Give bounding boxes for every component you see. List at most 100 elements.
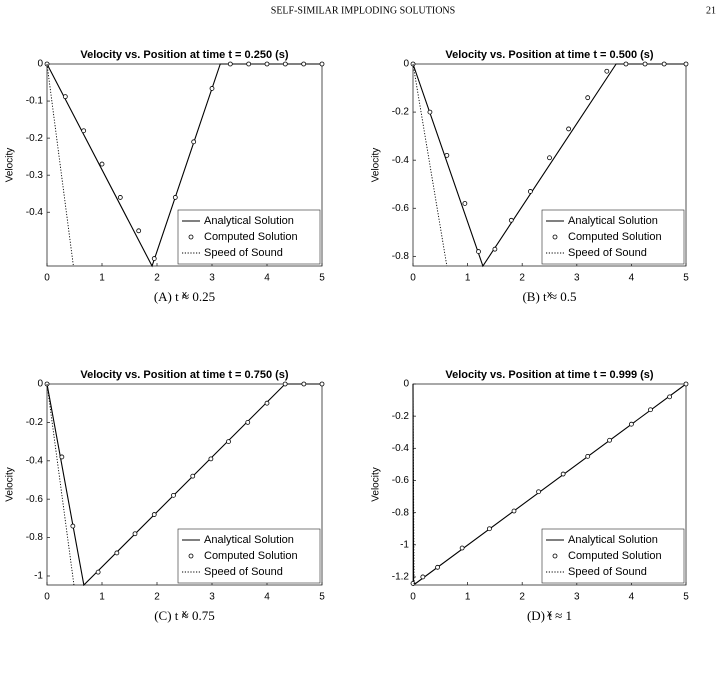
data-point (547, 155, 552, 161)
y-tick-label: -0.4 (26, 207, 44, 218)
x-tick-label: 3 (574, 273, 580, 284)
page-number: 21 (706, 5, 716, 16)
chart-title: Velocity vs. Position at time t = 0.999 … (445, 369, 653, 381)
data-point (420, 574, 426, 580)
legend-label: Analytical Solution (204, 534, 294, 546)
data-point (492, 246, 498, 252)
x-tick-label: 1 (465, 592, 471, 603)
data-point (585, 453, 591, 459)
data-point (282, 61, 288, 67)
legend-swatch (552, 553, 558, 559)
x-axis-label: x (182, 609, 187, 620)
legend: Analytical Solution Computed Solution Spee… (177, 528, 321, 584)
data-point (667, 394, 673, 400)
x-tick-label: 2 (519, 592, 525, 603)
y-tick-label: -1 (34, 571, 43, 582)
data-point (282, 381, 288, 387)
data-point (264, 400, 270, 406)
caption: (A) t ≈ 0.25 (154, 289, 215, 304)
y-tick-label: -0.6 (26, 494, 44, 505)
data-point (114, 550, 120, 556)
data-point (487, 526, 492, 532)
legend-box (541, 209, 685, 265)
data-point (132, 531, 138, 537)
data-point (245, 419, 251, 425)
y-tick-label: 0 (403, 59, 409, 70)
x-tick-label: 4 (629, 592, 635, 603)
legend-swatch (552, 234, 558, 240)
data-point (683, 381, 689, 387)
chart-title: Velocity vs. Position at time t = 0.250 … (80, 49, 288, 61)
legend-label: Speed of Sound (568, 566, 647, 578)
data-point (264, 61, 270, 67)
chart: Velocity vs. Position at time t = 0.250 … (5, 49, 326, 304)
data-point (70, 523, 76, 529)
data-point (99, 161, 105, 167)
data-point (151, 256, 157, 261)
caption: (D) t ≈ 1 (527, 608, 572, 623)
x-axis-label: x (547, 609, 552, 620)
x-tick-label: 2 (154, 592, 160, 603)
caption: (C) t ≈ 0.75 (154, 608, 215, 623)
series-line (46, 63, 74, 267)
data-point (648, 407, 653, 413)
data-point (511, 508, 517, 514)
x-tick-label: 0 (44, 592, 50, 603)
data-point (190, 473, 196, 479)
legend-swatch (188, 234, 194, 240)
data-point (560, 471, 566, 477)
y-tick-label: -0.4 (392, 443, 410, 454)
x-tick-label: 4 (629, 273, 635, 284)
x-tick-label: 5 (319, 273, 325, 284)
data-point (444, 152, 450, 158)
data-point (683, 61, 689, 67)
data-point (226, 439, 231, 444)
data-point (508, 217, 514, 223)
data-point (172, 195, 178, 200)
data-point (410, 580, 416, 586)
data-point (427, 109, 433, 115)
x-axis-label: x (547, 290, 552, 301)
legend: Analytical Solution Computed Solution Spee… (541, 528, 685, 584)
x-tick-label: 1 (99, 592, 105, 603)
legend-label: Speed of Sound (204, 247, 283, 259)
x-tick-label: 3 (209, 273, 215, 284)
y-tick-label: -1 (400, 539, 409, 550)
x-tick-label: 5 (683, 592, 689, 603)
data-point (536, 489, 541, 495)
data-point (476, 249, 481, 254)
data-point (59, 454, 65, 460)
series-line (412, 63, 448, 267)
legend-box (541, 528, 685, 584)
y-tick-label: 0 (403, 379, 409, 390)
legend-label: Computed Solution (204, 550, 298, 562)
y-tick-label: -0.2 (392, 411, 410, 422)
y-tick-label: -0.3 (26, 170, 44, 181)
y-tick-label: -0.6 (392, 475, 410, 486)
x-tick-label: 4 (264, 592, 270, 603)
legend-label: Analytical Solution (568, 215, 658, 227)
legend-label: Speed of Sound (204, 566, 283, 578)
legend-swatch (188, 553, 194, 559)
data-point (171, 492, 176, 498)
data-point (642, 61, 648, 67)
y-axis-label: Velocity (5, 148, 16, 182)
data-point (410, 61, 416, 67)
data-point (209, 86, 215, 91)
x-tick-label: 2 (154, 273, 160, 284)
data-point (95, 569, 101, 575)
data-point (459, 545, 465, 551)
legend-label: Computed Solution (568, 231, 662, 243)
running-head: SELF-SIMILAR IMPLODING SOLUTIONS (271, 5, 455, 16)
x-axis-label: x (182, 290, 187, 301)
chart-title: Velocity vs. Position at time t = 0.750 … (80, 369, 288, 381)
chart: Velocity vs. Position at time t = 0.750 … (5, 369, 326, 623)
legend-box (177, 209, 321, 265)
legend-label: Computed Solution (204, 231, 298, 243)
x-tick-label: 0 (410, 592, 416, 603)
x-tick-label: 3 (209, 592, 215, 603)
data-point (604, 68, 610, 74)
series-line (46, 383, 75, 586)
y-tick-label: -0.8 (392, 251, 410, 262)
x-tick-label: 0 (410, 273, 416, 284)
